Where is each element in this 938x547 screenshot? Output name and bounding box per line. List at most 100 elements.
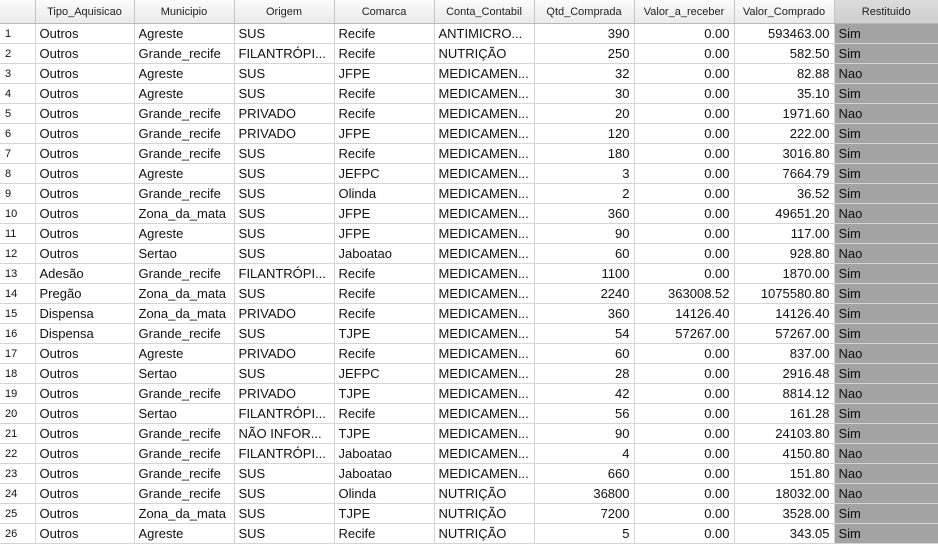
cell-restituido[interactable]: Sim bbox=[834, 403, 938, 424]
cell-municipio[interactable]: Sertao bbox=[134, 403, 235, 424]
cell-origem[interactable]: PRIVADO bbox=[234, 383, 335, 404]
row-number[interactable]: 18 bbox=[0, 363, 36, 384]
cell-restituido[interactable]: Sim bbox=[834, 503, 938, 524]
row-number[interactable]: 1 bbox=[0, 23, 36, 44]
cell-tipo-aquisicao[interactable]: Outros bbox=[35, 443, 135, 464]
cell-valor-comprado[interactable]: 837.00 bbox=[734, 343, 835, 364]
table-row[interactable]: 23 Outros Grande_recife SUS Jaboatao MEDICAME… bbox=[0, 463, 938, 484]
table-row[interactable]: 26 Outros Agreste SUS Recife NUTRIÇÃO 5 0.00 343… bbox=[0, 523, 938, 544]
cell-origem[interactable]: SUS bbox=[234, 503, 335, 524]
cell-conta-contabil[interactable]: MEDICAMEN... bbox=[434, 343, 535, 364]
cell-comarca[interactable]: JFPE bbox=[334, 223, 435, 244]
row-number[interactable]: 2 bbox=[0, 43, 36, 64]
column-header-qtd-comprada[interactable]: Qtd_Comprada bbox=[534, 0, 635, 24]
cell-restituido[interactable]: Sim bbox=[834, 363, 938, 384]
cell-conta-contabil[interactable]: MEDICAMEN... bbox=[434, 423, 535, 444]
cell-tipo-aquisicao[interactable]: Outros bbox=[35, 223, 135, 244]
cell-comarca[interactable]: Recife bbox=[334, 343, 435, 364]
cell-municipio[interactable]: Grande_recife bbox=[134, 143, 235, 164]
cell-conta-contabil[interactable]: MEDICAMEN... bbox=[434, 243, 535, 264]
cell-conta-contabil[interactable]: MEDICAMEN... bbox=[434, 403, 535, 424]
cell-qtd-comprada[interactable]: 90 bbox=[534, 423, 635, 444]
table-row[interactable]: 14 Pregão Zona_da_mata SUS Recife MEDICAMEN..… bbox=[0, 283, 938, 304]
cell-restituido[interactable]: Nao bbox=[834, 203, 938, 224]
cell-comarca[interactable]: JEFPC bbox=[334, 363, 435, 384]
cell-qtd-comprada[interactable]: 5 bbox=[534, 523, 635, 544]
cell-tipo-aquisicao[interactable]: Pregão bbox=[35, 283, 135, 304]
cell-valor-a-receber[interactable]: 0.00 bbox=[634, 343, 735, 364]
cell-origem[interactable]: SUS bbox=[234, 463, 335, 484]
cell-comarca[interactable]: TJPE bbox=[334, 423, 435, 444]
cell-valor-a-receber[interactable]: 0.00 bbox=[634, 43, 735, 64]
table-row[interactable]: 4 Outros Agreste SUS Recife MEDICAMEN... 30 0.0… bbox=[0, 83, 938, 104]
cell-municipio[interactable]: Sertao bbox=[134, 363, 235, 384]
cell-comarca[interactable]: JFPE bbox=[334, 63, 435, 84]
cell-comarca[interactable]: Recife bbox=[334, 23, 435, 44]
cell-tipo-aquisicao[interactable]: Outros bbox=[35, 403, 135, 424]
cell-conta-contabil[interactable]: MEDICAMEN... bbox=[434, 223, 535, 244]
cell-valor-a-receber[interactable]: 0.00 bbox=[634, 363, 735, 384]
table-row[interactable]: 13 Adesão Grande_recife FILANTRÓPI... Recife… bbox=[0, 263, 938, 284]
table-row[interactable]: 12 Outros Sertao SUS Jaboatao MEDICAMEN... 60 0… bbox=[0, 243, 938, 264]
cell-comarca[interactable]: Recife bbox=[334, 143, 435, 164]
cell-qtd-comprada[interactable]: 60 bbox=[534, 243, 635, 264]
cell-valor-comprado[interactable]: 3528.00 bbox=[734, 503, 835, 524]
cell-municipio[interactable]: Zona_da_mata bbox=[134, 503, 235, 524]
cell-valor-a-receber[interactable]: 0.00 bbox=[634, 423, 735, 444]
cell-origem[interactable]: FILANTRÓPI... bbox=[234, 443, 335, 464]
cell-comarca[interactable]: Recife bbox=[334, 303, 435, 324]
cell-valor-comprado[interactable]: 1971.60 bbox=[734, 103, 835, 124]
cell-qtd-comprada[interactable]: 60 bbox=[534, 343, 635, 364]
row-number[interactable]: 17 bbox=[0, 343, 36, 364]
cell-origem[interactable]: PRIVADO bbox=[234, 303, 335, 324]
cell-conta-contabil[interactable]: MEDICAMEN... bbox=[434, 463, 535, 484]
table-row[interactable]: 25 Outros Zona_da_mata SUS TJPE NUTRIÇÃO 7200 0… bbox=[0, 503, 938, 524]
cell-municipio[interactable]: Sertao bbox=[134, 243, 235, 264]
table-row[interactable]: 1 Outros Agreste SUS Recife ANTIMICRO... 390 0.… bbox=[0, 23, 938, 44]
cell-conta-contabil[interactable]: MEDICAMEN... bbox=[434, 283, 535, 304]
cell-conta-contabil[interactable]: MEDICAMEN... bbox=[434, 163, 535, 184]
cell-restituido[interactable]: Nao bbox=[834, 463, 938, 484]
cell-qtd-comprada[interactable]: 4 bbox=[534, 443, 635, 464]
cell-restituido[interactable]: Nao bbox=[834, 243, 938, 264]
cell-conta-contabil[interactable]: MEDICAMEN... bbox=[434, 143, 535, 164]
cell-conta-contabil[interactable]: NUTRIÇÃO bbox=[434, 523, 535, 544]
cell-comarca[interactable]: Jaboatao bbox=[334, 463, 435, 484]
row-number[interactable]: 9 bbox=[0, 183, 36, 204]
row-number[interactable]: 13 bbox=[0, 263, 36, 284]
cell-municipio[interactable]: Agreste bbox=[134, 23, 235, 44]
row-number[interactable]: 20 bbox=[0, 403, 36, 424]
table-row[interactable]: 9 Outros Grande_recife SUS Olinda MEDICAMEN..… bbox=[0, 183, 938, 204]
cell-comarca[interactable]: Jaboatao bbox=[334, 243, 435, 264]
cell-restituido[interactable]: Sim bbox=[834, 423, 938, 444]
row-number[interactable]: 26 bbox=[0, 523, 36, 544]
cell-restituido[interactable]: Sim bbox=[834, 83, 938, 104]
row-number[interactable]: 16 bbox=[0, 323, 36, 344]
cell-origem[interactable]: SUS bbox=[234, 23, 335, 44]
cell-municipio[interactable]: Grande_recife bbox=[134, 263, 235, 284]
cell-valor-comprado[interactable]: 928.80 bbox=[734, 243, 835, 264]
cell-conta-contabil[interactable]: MEDICAMEN... bbox=[434, 203, 535, 224]
cell-restituido[interactable]: Sim bbox=[834, 263, 938, 284]
cell-valor-a-receber[interactable]: 0.00 bbox=[634, 123, 735, 144]
cell-origem[interactable]: SUS bbox=[234, 243, 335, 264]
cell-municipio[interactable]: Grande_recife bbox=[134, 183, 235, 204]
cell-conta-contabil[interactable]: MEDICAMEN... bbox=[434, 323, 535, 344]
cell-qtd-comprada[interactable]: 42 bbox=[534, 383, 635, 404]
cell-municipio[interactable]: Agreste bbox=[134, 523, 235, 544]
row-number[interactable]: 6 bbox=[0, 123, 36, 144]
cell-tipo-aquisicao[interactable]: Outros bbox=[35, 383, 135, 404]
cell-valor-a-receber[interactable]: 0.00 bbox=[634, 443, 735, 464]
cell-tipo-aquisicao[interactable]: Dispensa bbox=[35, 323, 135, 344]
row-number[interactable]: 5 bbox=[0, 103, 36, 124]
table-row[interactable]: 8 Outros Agreste SUS JEFPC MEDICAMEN... 3 0.00 7… bbox=[0, 163, 938, 184]
column-header-valor-a-receber[interactable]: Valor_a_receber bbox=[634, 0, 735, 24]
cell-restituido[interactable]: Nao bbox=[834, 103, 938, 124]
table-row[interactable]: 17 Outros Agreste PRIVADO Recife MEDICAMEN...… bbox=[0, 343, 938, 364]
table-row[interactable]: 7 Outros Grande_recife SUS Recife MEDICAMEN..… bbox=[0, 143, 938, 164]
cell-origem[interactable]: SUS bbox=[234, 483, 335, 504]
cell-comarca[interactable]: Recife bbox=[334, 283, 435, 304]
cell-tipo-aquisicao[interactable]: Outros bbox=[35, 523, 135, 544]
cell-valor-comprado[interactable]: 593463.00 bbox=[734, 23, 835, 44]
cell-municipio[interactable]: Agreste bbox=[134, 83, 235, 104]
